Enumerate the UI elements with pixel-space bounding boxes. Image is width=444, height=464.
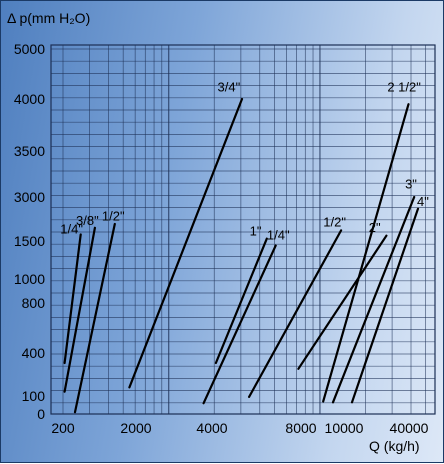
series-label: 3/8" — [76, 213, 99, 228]
y-tick-label: 3000 — [14, 189, 45, 205]
x-axis-title: Q (kg/h) — [369, 438, 420, 454]
series-label: 1/2" — [102, 208, 125, 223]
y-tick-label: 0 — [37, 406, 45, 422]
series-line — [214, 237, 268, 365]
y-tick-label: 1500 — [14, 233, 45, 249]
series-line — [331, 195, 416, 404]
series-lines — [63, 97, 420, 414]
series-label: 2" — [369, 220, 381, 235]
series-line — [350, 207, 420, 404]
series-line — [63, 226, 97, 393]
series-label: 1/4" — [267, 228, 290, 243]
series-label: 1/4" — [60, 221, 83, 236]
series-line — [202, 244, 277, 405]
series-line — [322, 103, 410, 403]
series-line — [128, 97, 244, 389]
series-label: 2 1/2" — [387, 80, 421, 95]
y-tick-label: 1000 — [14, 271, 45, 287]
series-label: 3" — [405, 177, 417, 192]
series-label: 1/2" — [323, 214, 346, 229]
y-tick-label: 800 — [22, 295, 46, 311]
series-line — [63, 233, 82, 365]
x-tick-label: 200 — [51, 420, 75, 436]
x-tick-label: 40000 — [390, 420, 429, 436]
y-tick-label: 400 — [22, 345, 46, 361]
series-label: 1" — [250, 224, 262, 239]
x-tick-label: 2000 — [120, 420, 151, 436]
series-labels: 1/4"3/8" 1/2"3/4"1" 1/4"1/2" 2"2 1/2"3"4" — [60, 80, 429, 243]
y-axis-title: Δ p(mm H₂O) — [7, 10, 90, 26]
y-tick-label: 100 — [22, 388, 46, 404]
x-tick-label: 10000 — [325, 420, 364, 436]
y-tick-label: 3500 — [14, 143, 45, 159]
series-label: 4" — [417, 194, 429, 209]
y-tick-label: 5000 — [14, 41, 45, 57]
series-label: 3/4" — [218, 80, 241, 95]
series-line — [73, 222, 116, 414]
x-tick-label: 4000 — [196, 420, 227, 436]
y-tick-label: 4000 — [14, 91, 45, 107]
plot-frame — [50, 44, 436, 415]
series-line — [297, 234, 388, 370]
x-tick-label: 8000 — [285, 420, 316, 436]
series-line — [248, 229, 343, 398]
